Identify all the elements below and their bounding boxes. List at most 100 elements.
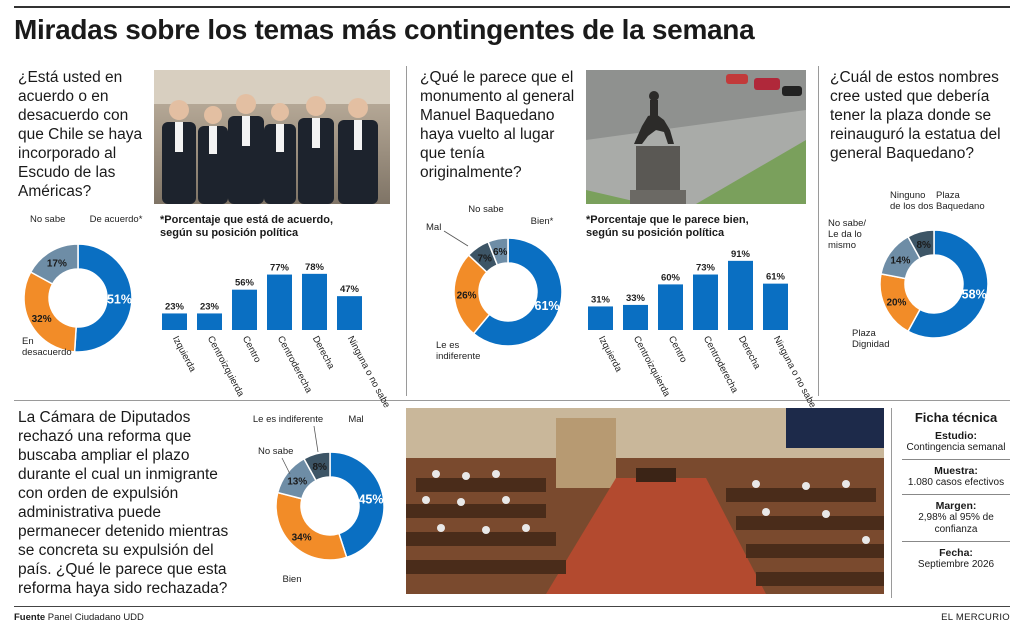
bars-escudo: 23% Izquierda 23% Centroizquierda 56% Centro 7… (162, 262, 392, 410)
ficha-value: 2,98% al 95% de confianza (918, 512, 994, 535)
donut-reforma: 45% 34% 13% 8% Mal Le es indiferente No sabe Bi… (253, 414, 385, 585)
slice-value: 13% (287, 477, 307, 488)
ficha-tecnica: Ficha técnica Estudio: Contingencia sema… (896, 410, 1016, 571)
slice-value: 14% (890, 256, 910, 267)
ficha-label: Fecha: (939, 547, 973, 559)
slice-label: De acuerdo* (90, 214, 143, 225)
source-label: Fuente (14, 612, 46, 623)
slice-value: 8% (916, 240, 931, 251)
slice-label: Mal (426, 222, 441, 233)
bottom-rule (14, 606, 1010, 607)
bar (728, 260, 753, 330)
donut-slice (906, 229, 989, 339)
slice-value: 32% (32, 314, 52, 325)
photo-leaders (154, 70, 390, 204)
ficha-label: Estudio: (935, 430, 977, 442)
photo-chamber (406, 408, 884, 594)
bar-category-label: Centro (666, 334, 689, 364)
leader-line (313, 425, 319, 453)
bar-value-label: 56% (235, 278, 255, 289)
bar (162, 313, 187, 330)
ficha-title: Ficha técnica (914, 410, 998, 425)
bar-category-label: Izquierda (170, 334, 198, 374)
donut-escudo: 51% 32% 17% De acuerdo* No sabe En desacuerdo (22, 214, 143, 358)
donut-slice (472, 237, 563, 347)
ficha-item: Fecha: Septiembre 2026 (896, 547, 1016, 571)
ficha-value: Contingencia semanal (906, 442, 1006, 453)
question-reforma: La Cámara de Diputados rechazó una refor… (18, 409, 229, 597)
bar-category-label: Derecha (736, 334, 763, 372)
donut-slice (23, 270, 77, 353)
slice-value: 7% (477, 254, 492, 265)
slice-label: Ninguno de los dos (890, 190, 934, 212)
bar-category-label: Derecha (310, 334, 337, 372)
slice-value: 26% (457, 291, 477, 302)
slice-value: 34% (292, 532, 312, 543)
brand-name: EL MERCURIO (941, 612, 1010, 623)
slice-value: 20% (886, 298, 906, 309)
donut-slice (487, 237, 509, 267)
bar-value-label: 78% (305, 262, 325, 273)
bars-monumento: 31% Izquierda 33% Centroizquierda 60% Centro 7… (588, 249, 818, 410)
bar-value-label: 91% (731, 249, 751, 260)
slice-value: 58% (962, 287, 987, 301)
slice-label: No sabe (30, 214, 65, 225)
bar (658, 284, 683, 330)
donut-monumento: 61% 26% 7%6% Bien* No sabe Mal Le es indiferent… (426, 204, 563, 362)
bar (302, 273, 327, 330)
column-divider (818, 66, 819, 396)
ficha-value: 1.080 casos efectivos (907, 477, 1005, 488)
question-monumento: ¿Qué le parece que el monumento al gener… (420, 69, 575, 181)
source-value: Panel Ciudadano UDD (47, 612, 144, 623)
ficha-value: Septiembre 2026 (917, 559, 995, 570)
bar (763, 283, 788, 330)
question-plaza: ¿Cuál de estos nombres cree usted que de… (830, 69, 1001, 162)
row-divider (14, 400, 1010, 401)
bar-value-label: 31% (591, 294, 611, 305)
bar (267, 274, 292, 330)
donut-slice (906, 229, 935, 260)
slice-label: Bien* (531, 216, 554, 227)
ficha-separator (902, 494, 1010, 495)
bar-category-label: Centroizquierda (631, 334, 673, 399)
bar-category-label: Izquierda (596, 334, 624, 374)
photo-chamber-illustration (406, 408, 884, 594)
ficha-separator (902, 459, 1010, 460)
bar-category-label: Centro (240, 334, 263, 364)
bar-value-label: 73% (696, 263, 716, 274)
slice-label: No sabe/Le da lo mismo (828, 218, 866, 251)
slice-label: No sabe (258, 446, 293, 457)
leader-line (281, 457, 291, 475)
bar (337, 296, 362, 330)
bar (232, 289, 257, 330)
bar-value-label: 61% (766, 272, 786, 283)
bar-value-label: 33% (626, 293, 646, 304)
question-escudo: ¿Está usted en acuerdo o en desacuerdo c… (18, 69, 143, 200)
slice-value: 61% (535, 299, 560, 313)
ficha-item: Estudio: Contingencia semanal (896, 430, 1016, 454)
bar-note-monumento: *Porcentaje que le parece bien, según su… (586, 214, 749, 239)
leader-line (443, 230, 469, 247)
source-line: Fuente Panel Ciudadano UDD (14, 612, 144, 623)
donut-slice (302, 451, 331, 482)
donut-slice (73, 243, 133, 353)
bar-note-escudo: *Porcentaje que está de acuerdo, según s… (160, 214, 334, 239)
slice-label: Mal (348, 414, 363, 425)
slice-label: Le es indiferente (436, 340, 480, 362)
bar-value-label: 23% (200, 301, 220, 312)
slice-label: No sabe (468, 204, 503, 215)
ficha-item: Margen: 2,98% al 95% de confianza (896, 500, 1016, 536)
slice-label: Le es indiferente (253, 414, 323, 425)
slice-value: 6% (493, 247, 508, 258)
slice-value: 51% (107, 292, 132, 306)
slice-label: Bien (282, 574, 301, 585)
donut-slice (329, 451, 385, 559)
slice-value: 8% (312, 462, 327, 473)
bar (693, 274, 718, 330)
top-rule (14, 6, 1010, 8)
slice-label: En desacuerdo (22, 336, 72, 358)
photo-leaders-illustration (154, 70, 390, 204)
bar-category-label: Ninguna o no sabe (345, 334, 392, 410)
page-title: Miradas sobre los temas más contingentes… (14, 14, 755, 45)
